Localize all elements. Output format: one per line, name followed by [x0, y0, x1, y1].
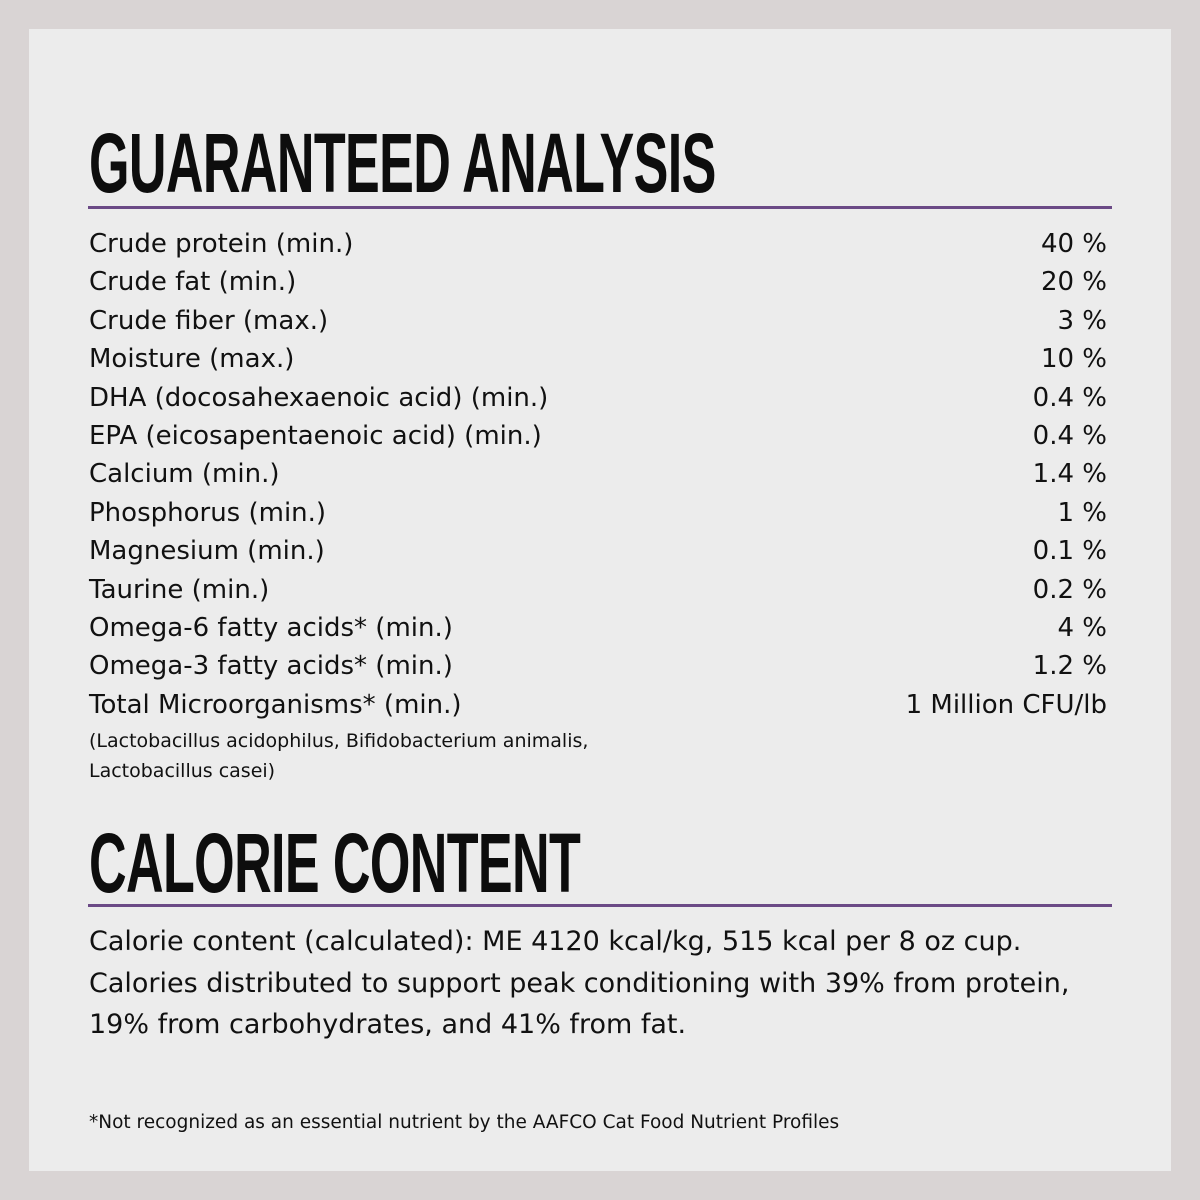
nutrient-value: 0.4 %	[1032, 420, 1107, 451]
section-divider	[88, 206, 1112, 209]
calorie-content-text: Calorie content (calculated): ME 4120 kc…	[89, 921, 1129, 1046]
analysis-row: Crude fiber (max.) 3 %	[89, 302, 1107, 340]
analysis-row: Omega-6 fatty acids* (min.) 4 %	[89, 609, 1107, 647]
nutrient-name: Taurine (min.)	[89, 574, 270, 605]
microorganisms-note: (Lactobacillus acidophilus, Bifidobacter…	[89, 726, 588, 786]
analysis-row: Magnesium (min.) 0.1 %	[89, 532, 1107, 570]
microorganisms-note-line: (Lactobacillus acidophilus, Bifidobacter…	[89, 730, 589, 752]
analysis-row: Omega-3 fatty acids* (min.) 1.2 %	[89, 647, 1107, 685]
nutrient-name: EPA (eicosapentaenoic acid) (min.)	[89, 420, 542, 451]
guaranteed-analysis-heading: GUARANTEED ANALYSIS	[89, 116, 716, 210]
nutrition-panel: GUARANTEED ANALYSIS Crude protein (min.)…	[29, 29, 1171, 1171]
nutrient-value: 0.2 %	[1032, 574, 1107, 605]
analysis-row: DHA (docosahexaenoic acid) (min.) 0.4 %	[89, 379, 1107, 417]
nutrient-name: Magnesium (min.)	[89, 536, 325, 567]
nutrient-value: 1.4 %	[1032, 459, 1107, 490]
nutrient-value: 1 Million CFU/lb	[905, 689, 1107, 720]
nutrient-name: Crude protein (min.)	[89, 229, 354, 259]
nutrient-name: Moisture (max.)	[89, 344, 295, 375]
nutrient-name: Crude fat (min.)	[89, 267, 297, 298]
nutrient-value: 4 %	[1057, 612, 1107, 643]
nutrient-name: DHA (docosahexaenoic acid) (min.)	[89, 382, 549, 413]
section-divider	[88, 904, 1112, 907]
nutrient-value: 40 %	[1040, 229, 1107, 259]
analysis-row: Phosphorus (min.) 1 %	[89, 494, 1107, 532]
analysis-table: Crude protein (min.) 40 % Crude fat (min…	[89, 225, 1107, 724]
nutrient-value: 0.1 %	[1032, 536, 1107, 567]
microorganisms-note-line: Lactobacillus casei)	[89, 760, 276, 782]
analysis-row: Total Microorganisms* (min.) 1 Million C…	[89, 686, 1107, 724]
analysis-row: Crude fat (min.) 20 %	[89, 263, 1107, 301]
nutrient-value: 1 %	[1057, 497, 1107, 528]
analysis-row: Taurine (min.) 0.2 %	[89, 571, 1107, 609]
nutrient-value: 0.4 %	[1032, 382, 1107, 413]
nutrient-name: Omega-6 fatty acids* (min.)	[89, 612, 453, 643]
nutrient-value: 20 %	[1040, 267, 1107, 298]
nutrient-name: Crude fiber (max.)	[89, 305, 329, 336]
nutrient-name: Calcium (min.)	[89, 459, 280, 490]
calorie-content-heading: CALORIE CONTENT	[89, 816, 581, 910]
calorie-line: 19% from carbohydrates, and 41% from fat…	[89, 1009, 687, 1040]
nutrient-value: 3 %	[1057, 305, 1107, 336]
analysis-row: Crude protein (min.) 40 %	[89, 225, 1107, 263]
nutrient-name: Total Microorganisms* (min.)	[89, 689, 462, 720]
nutrient-name: Omega-3 fatty acids* (min.)	[89, 651, 453, 682]
footnote: *Not recognized as an essential nutrient…	[89, 1112, 840, 1133]
analysis-row: Calcium (min.) 1.4 %	[89, 455, 1107, 493]
analysis-row: EPA (eicosapentaenoic acid) (min.) 0.4 %	[89, 417, 1107, 455]
analysis-row: Moisture (max.) 10 %	[89, 340, 1107, 378]
nutrient-name: Phosphorus (min.)	[89, 497, 327, 528]
calorie-line: Calorie content (calculated): ME 4120 kc…	[89, 926, 1022, 957]
nutrient-value: 10 %	[1040, 344, 1107, 375]
calorie-line: Calories distributed to support peak con…	[89, 967, 1070, 999]
nutrient-value: 1.2 %	[1032, 651, 1107, 682]
